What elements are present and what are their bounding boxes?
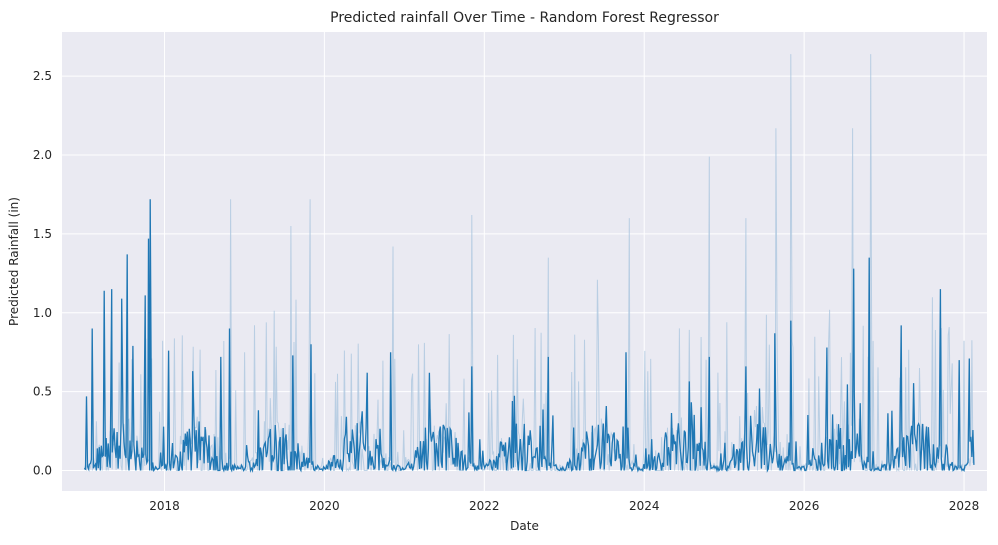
y-tick-label: 1.5 bbox=[33, 227, 52, 241]
y-axis-ticks: 0.0 0.5 1.0 1.5 2.0 2.5 bbox=[33, 69, 52, 477]
x-tick-label: 2018 bbox=[149, 499, 180, 513]
chart-title: Predicted rainfall Over Time - Random Fo… bbox=[330, 10, 719, 26]
x-axis-label: Date bbox=[510, 519, 539, 533]
y-axis-label: Predicted Rainfall (in) bbox=[7, 197, 21, 326]
x-tick-label: 2020 bbox=[309, 499, 340, 513]
series-predicted bbox=[83, 199, 975, 473]
predicted-series-line bbox=[83, 199, 975, 473]
x-tick-label: 2024 bbox=[629, 499, 660, 513]
y-tick-label: 0.0 bbox=[33, 463, 52, 477]
y-tick-label: 2.5 bbox=[33, 69, 52, 83]
y-tick-label: 2.0 bbox=[33, 148, 52, 162]
x-tick-label: 2028 bbox=[949, 499, 980, 513]
y-tick-label: 1.0 bbox=[33, 306, 52, 320]
x-tick-label: 2022 bbox=[469, 499, 500, 513]
x-axis-ticks: 2018 2020 2022 2024 2026 2028 bbox=[149, 499, 979, 513]
x-tick-label: 2026 bbox=[789, 499, 820, 513]
y-tick-label: 0.5 bbox=[33, 385, 52, 399]
